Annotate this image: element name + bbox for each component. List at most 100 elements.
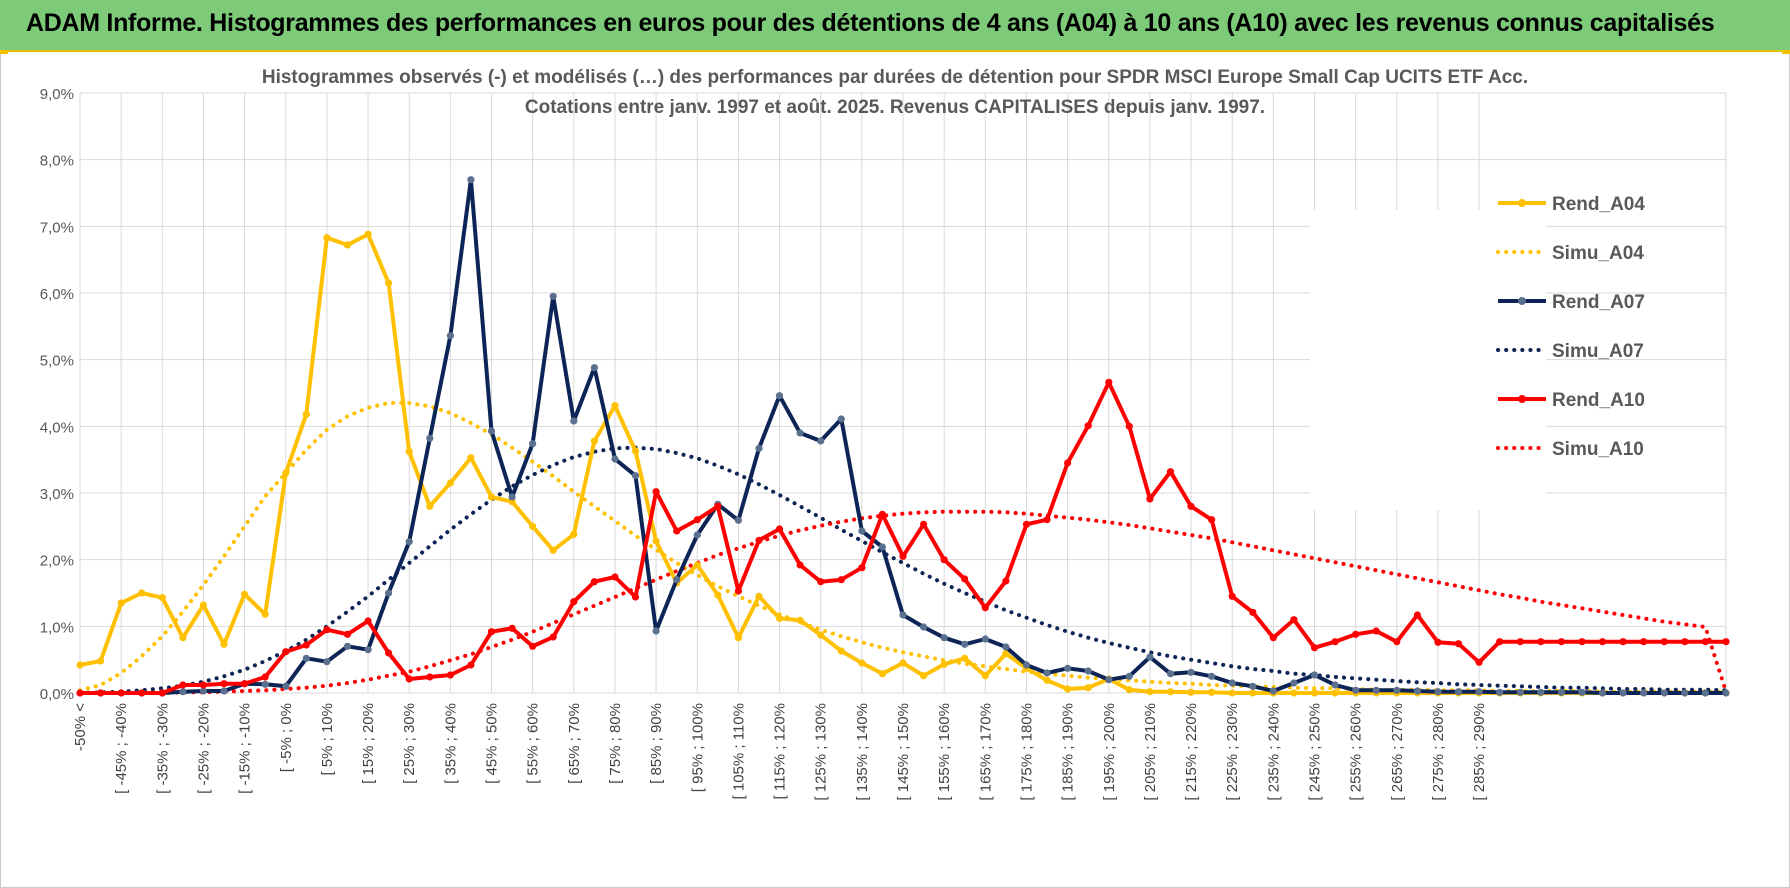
data-point: [1722, 638, 1730, 646]
data-point: [1166, 688, 1175, 696]
data-point: [199, 681, 207, 689]
x-tick-label: [ -5% ; 0%: [278, 703, 295, 772]
data-point: [1660, 689, 1668, 697]
data-point: [1413, 687, 1421, 695]
data-point: [1454, 688, 1463, 696]
legend-label: Simu_A10: [1552, 439, 1644, 460]
data-point: [611, 455, 619, 463]
data-point: [734, 634, 743, 642]
data-point: [241, 680, 249, 688]
legend-marker: [1518, 395, 1526, 403]
x-tick-label: [ 245% ; 250%: [1307, 703, 1324, 801]
data-point: [97, 689, 105, 697]
data-point: [1537, 688, 1545, 696]
data-point: [158, 689, 166, 697]
data-point: [1002, 650, 1010, 658]
series-Rend_A10: [76, 378, 1730, 697]
data-point: [117, 689, 125, 697]
data-point: [179, 681, 187, 689]
data-point: [158, 594, 166, 602]
data-point: [1208, 672, 1216, 680]
data-point: [199, 601, 207, 609]
data-point: [837, 415, 845, 423]
data-point: [1310, 671, 1319, 679]
data-point: [549, 633, 557, 641]
data-point: [1208, 688, 1216, 696]
data-point: [1352, 686, 1360, 694]
x-tick-label: [ -35% ; -30%: [154, 703, 171, 794]
x-tick-label: [ 135% ; 140%: [854, 703, 871, 801]
data-point: [323, 658, 331, 666]
data-point: [426, 673, 434, 681]
data-point: [282, 469, 290, 477]
data-point: [1228, 592, 1236, 600]
data-point: [899, 659, 907, 667]
data-point: [920, 520, 928, 528]
chart-title: Histogrammes observés (-) et modélisés (…: [262, 67, 1528, 88]
data-point: [1146, 688, 1154, 696]
x-tick-label: [ 165% ; 170%: [977, 703, 994, 801]
data-point: [1393, 686, 1401, 694]
data-point: [981, 604, 989, 612]
data-point: [775, 525, 784, 533]
data-point: [302, 654, 310, 662]
data-point: [529, 642, 537, 650]
data-point: [1660, 638, 1668, 646]
y-tick-label: 6,0%: [40, 286, 74, 303]
data-point: [426, 502, 434, 510]
data-point: [775, 614, 784, 622]
data-point: [508, 493, 516, 501]
data-point: [467, 454, 475, 462]
y-tick-label: 0,0%: [40, 686, 74, 703]
data-point: [1516, 638, 1524, 646]
legend-label: Rend_A10: [1552, 390, 1645, 411]
data-point: [899, 552, 907, 560]
data-point: [1640, 689, 1648, 697]
data-point: [446, 671, 454, 679]
data-point: [1619, 689, 1627, 697]
data-point: [138, 589, 146, 597]
data-point: [364, 617, 372, 625]
data-point: [1064, 459, 1072, 467]
data-point: [405, 675, 413, 683]
data-point: [796, 561, 804, 569]
data-point: [487, 493, 496, 501]
data-point: [590, 437, 599, 445]
x-tick-label: [ 275% ; 280%: [1430, 703, 1447, 801]
data-point: [1249, 682, 1257, 690]
data-point: [940, 634, 948, 642]
data-point: [467, 176, 475, 184]
data-point: [858, 564, 866, 572]
data-point: [1290, 679, 1298, 687]
header-banner: ADAM Informe. Histogrammes des performan…: [0, 0, 1790, 52]
data-point: [282, 648, 290, 656]
series-Simu_A10: [78, 509, 1728, 695]
corner-mark: [1782, 50, 1790, 54]
data-point: [261, 673, 269, 681]
x-tick-label: [ 235% ; 240%: [1265, 703, 1282, 801]
data-point: [1681, 638, 1689, 646]
data-point: [446, 332, 454, 340]
data-point: [117, 599, 125, 607]
legend-item-Rend_A07: Rend_A07: [1498, 292, 1645, 313]
x-tick-label: [ 145% ; 150%: [895, 703, 912, 801]
data-point: [570, 417, 578, 425]
data-point: [920, 672, 928, 680]
data-point: [1310, 644, 1319, 652]
data-point: [1557, 688, 1565, 696]
x-tick-label: [ 15% ; 20%: [360, 703, 377, 784]
data-point: [837, 576, 845, 584]
data-point: [1598, 689, 1607, 697]
x-tick-label: [ 85% ; 90%: [648, 703, 665, 784]
data-point: [446, 479, 454, 487]
x-tick-label: [ 255% ; 260%: [1348, 703, 1365, 801]
data-point: [323, 626, 331, 634]
data-point: [343, 630, 352, 638]
data-point: [611, 402, 619, 410]
axis-ticks: 0,0% 1,0% 2,0% 3,0% 4,0% 5,0% 6,0% 7,0% 8,0% 9,0%…: [40, 86, 1488, 801]
legend-label: Rend_A07: [1552, 292, 1645, 313]
data-point: [97, 657, 105, 665]
legend-marker: [1518, 297, 1526, 305]
data-point: [1619, 638, 1627, 646]
data-point: [323, 234, 331, 242]
